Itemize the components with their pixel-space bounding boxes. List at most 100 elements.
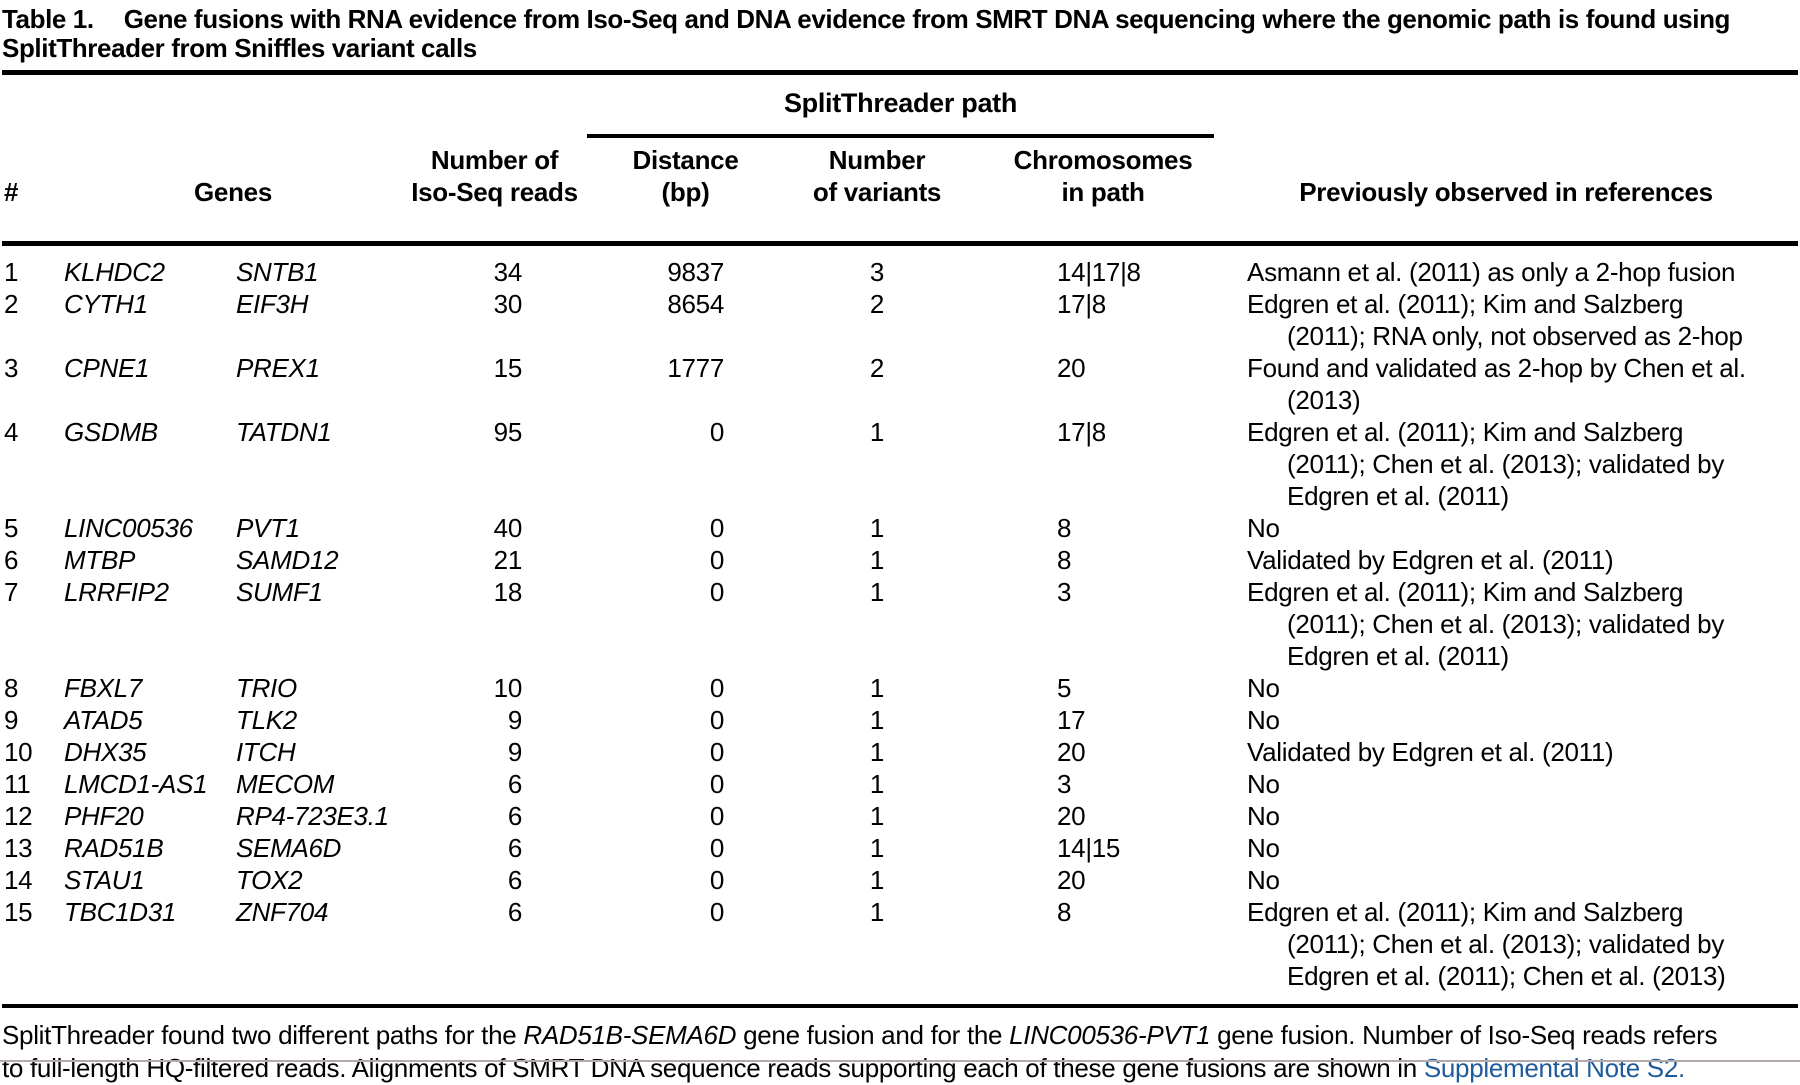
table-row: 1 KLHDC2 SNTB1 34 9837 3 14|17|8 Asmann et al. …: [2, 244, 1798, 289]
chromosomes-in-path: 14|15: [1057, 833, 1121, 863]
distance-bp: 0: [709, 705, 724, 735]
row-number: 9: [4, 705, 19, 735]
table-row: 15 TBC1D31 ZNF704 6 0 1 8 Edgren et al. (2011);…: [2, 896, 1798, 1006]
chromosomes-in-path: 5: [1057, 673, 1072, 703]
previously-observed: No: [1247, 801, 1280, 831]
column-header-genes: Genes: [64, 136, 402, 246]
number-of-variants: 1: [869, 673, 885, 703]
gene-1: LINC00536: [64, 513, 193, 543]
chromosomes-in-path: 8: [1057, 897, 1072, 927]
gene-2: PVT1: [236, 513, 300, 543]
number-of-variants: 1: [869, 769, 885, 799]
column-header-number: #: [2, 136, 64, 246]
number-of-variants: 1: [869, 417, 885, 447]
row-number: 1: [4, 257, 19, 287]
chromosomes-in-path: 14|17|8: [1057, 257, 1141, 287]
paper-table-page: Table 1. Gene fusions with RNA evidence f…: [0, 5, 1800, 1083]
row-number: 8: [4, 673, 19, 703]
previously-observed: No: [1247, 833, 1280, 863]
gene-2: SNTB1: [236, 257, 319, 287]
table-row: 2 CYTH1 EIF3H 30 8654 2 17|8 Edgren et al. (201…: [2, 288, 1798, 352]
gene-fusion-table: SplitThreader path # Genes Number of Iso…: [2, 70, 1799, 1008]
gene-1: LMCD1-AS1: [64, 769, 208, 799]
gene-1: CPNE1: [64, 353, 150, 383]
number-of-variants: 1: [869, 865, 885, 895]
iso-seq-reads: 10: [493, 673, 523, 703]
previously-observed: Validated by Edgren et al. (2011): [1247, 545, 1614, 575]
gene-1: ATAD5: [64, 705, 143, 735]
distance-bp: 0: [709, 769, 724, 799]
gene-1: GSDMB: [64, 417, 158, 447]
table-row: 7 LRRFIP2 SUMF1 18 0 1 3 Edgren et al. (2011); …: [2, 576, 1798, 672]
row-number: 4: [4, 417, 19, 447]
table-row: 9 ATAD5 TLK2 9 0 1 17 No: [2, 704, 1798, 736]
table-caption-text: Gene fusions with RNA evidence from Iso-…: [2, 4, 1731, 63]
gene-1: LRRFIP2: [64, 577, 169, 607]
table-number: Table 1.: [2, 4, 94, 34]
previously-observed: No: [1247, 865, 1280, 895]
chromosomes-in-path: 8: [1057, 545, 1072, 575]
row-number: 15: [4, 897, 33, 927]
gene-1: TBC1D31: [64, 897, 177, 927]
distance-bp: 8654: [667, 289, 724, 319]
row-number: 2: [4, 289, 19, 319]
gene-2: PREX1: [236, 353, 320, 383]
number-of-variants: 1: [869, 737, 885, 767]
previously-observed: No: [1247, 705, 1280, 735]
gene-2: ITCH: [236, 737, 296, 767]
page-edge-line: [0, 1060, 1800, 1062]
table-row: 8 FBXL7 TRIO 10 0 1 5 No: [2, 672, 1798, 704]
column-header-row: # Genes Number of Iso-Seq reads Distance…: [2, 136, 1799, 246]
previously-observed: No: [1247, 673, 1280, 703]
number-of-variants: 1: [869, 513, 885, 543]
iso-seq-reads: 34: [493, 257, 523, 287]
supplemental-note-link[interactable]: Supplemental Note S2.: [1423, 1053, 1685, 1083]
table-body: 1 KLHDC2 SNTB1 34 9837 3 14|17|8 Asmann et al. …: [2, 244, 1798, 1007]
row-number: 13: [4, 833, 33, 863]
row-number: 5: [4, 513, 19, 543]
number-of-variants: 1: [869, 545, 885, 575]
row-number: 14: [4, 865, 33, 895]
iso-seq-reads: 21: [493, 545, 523, 575]
previously-observed: Edgren et al. (2011); Kim and Salzberg (…: [1247, 289, 1743, 351]
number-of-variants: 1: [869, 801, 885, 831]
number-of-variants: 1: [869, 833, 885, 863]
distance-bp: 9837: [667, 257, 724, 287]
gene-1: STAU1: [64, 865, 145, 895]
previously-observed: Validated by Edgren et al. (2011): [1247, 737, 1614, 767]
previously-observed: No: [1247, 513, 1280, 543]
iso-seq-reads: 95: [493, 417, 523, 447]
distance-bp: 0: [709, 737, 724, 767]
table-caption: Table 1. Gene fusions with RNA evidence f…: [2, 5, 1798, 63]
previously-observed: Edgren et al. (2011); Kim and Salzberg (…: [1247, 897, 1726, 991]
gene-1: PHF20: [64, 801, 144, 831]
column-header-references: Previously observed in references: [1214, 136, 1799, 246]
iso-seq-reads: 9: [507, 705, 522, 735]
span-header-row: SplitThreader path: [2, 72, 1798, 138]
number-of-variants: 3: [869, 257, 885, 287]
distance-bp: 1777: [667, 353, 724, 383]
gene-2: RP4-723E3.1: [236, 801, 389, 831]
table-row: 13 RAD51B SEMA6D 6 0 1 14|15 No: [2, 832, 1798, 864]
table-row: 14 STAU1 TOX2 6 0 1 20 No: [2, 864, 1798, 896]
table-row: 6 MTBP SAMD12 21 0 1 8 Validated by Edgren et a…: [2, 544, 1798, 576]
gene-2: TATDN1: [236, 417, 332, 447]
footnote-text: RAD51B-SEMA6D: [523, 1020, 737, 1050]
gene-2: SAMD12: [236, 545, 339, 575]
gene-1: DHX35: [64, 737, 147, 767]
footnote-text: LINC00536-PVT1: [1009, 1020, 1211, 1050]
number-of-variants: 1: [869, 897, 885, 927]
distance-bp: 0: [709, 673, 724, 703]
column-group-splitthreader-path: SplitThreader path: [587, 72, 1215, 138]
column-header-variants: Number of variants: [762, 136, 992, 246]
table-row: 5 LINC00536 PVT1 40 0 1 8 No: [2, 512, 1798, 544]
column-header-chromosomes: Chromosomes in path: [992, 136, 1215, 246]
chromosomes-in-path: 20: [1057, 865, 1086, 895]
iso-seq-reads: 6: [507, 897, 522, 927]
iso-seq-reads: 15: [493, 353, 523, 383]
chromosomes-in-path: 17|8: [1057, 417, 1106, 447]
row-number: 6: [4, 545, 19, 575]
chromosomes-in-path: 17: [1057, 705, 1086, 735]
chromosomes-in-path: 3: [1057, 577, 1072, 607]
distance-bp: 0: [709, 833, 724, 863]
